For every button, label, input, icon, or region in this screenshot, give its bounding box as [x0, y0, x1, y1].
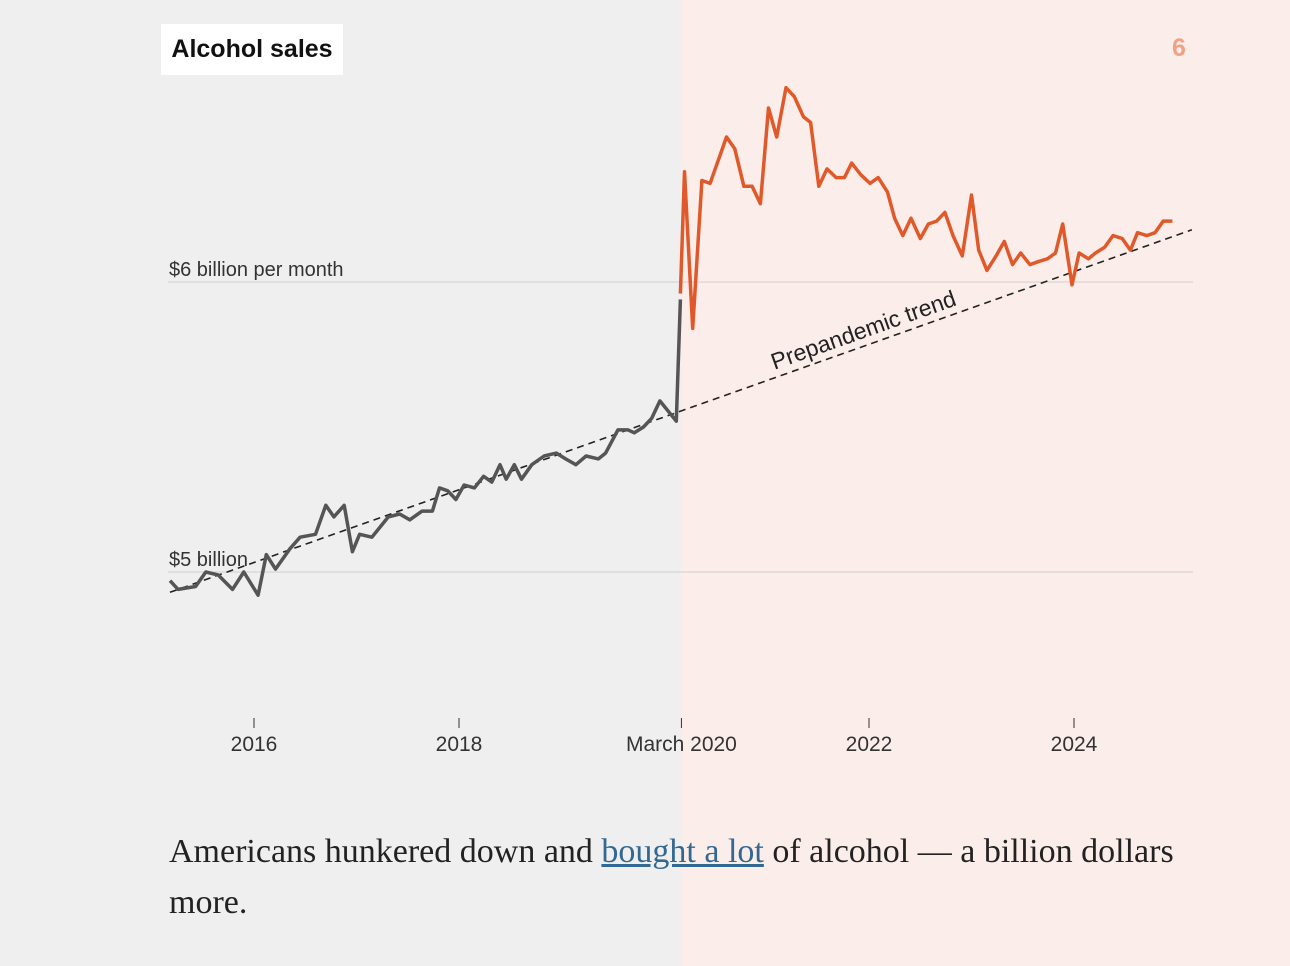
prepandemic-trend-line: [169, 229, 1193, 594]
x-tick-label: 2022: [846, 733, 893, 756]
bought-a-lot-link[interactable]: bought a lot: [601, 833, 764, 870]
x-tick-label: 2016: [231, 733, 278, 756]
step-number: 6: [1172, 34, 1186, 62]
caption-text-start: Americans hunkered down and: [169, 833, 602, 870]
alcohol-sales-chart: $6 billion per month $5 billion 2016 2018…: [168, 85, 1193, 756]
caption: Americans hunkered down and bought a lot…: [169, 826, 1189, 928]
caption-text-end: of alcohol — a billion dollars more.: [169, 833, 1174, 921]
y-label-5b: $5 billion: [169, 549, 248, 571]
x-tick-label: 2018: [436, 733, 483, 756]
prepandemic-sales-line: [168, 299, 683, 597]
pandemic-sales-line: [678, 85, 1173, 331]
pandemic-period-shading: [681, 0, 1290, 966]
x-tick-label: March 2020: [626, 733, 737, 756]
y-label-6b: $6 billion per month: [169, 259, 344, 281]
chart-title: Alcohol sales: [161, 24, 343, 75]
trend-label: Prepandemic trend: [767, 285, 959, 374]
x-tick-label: 2024: [1051, 733, 1098, 756]
